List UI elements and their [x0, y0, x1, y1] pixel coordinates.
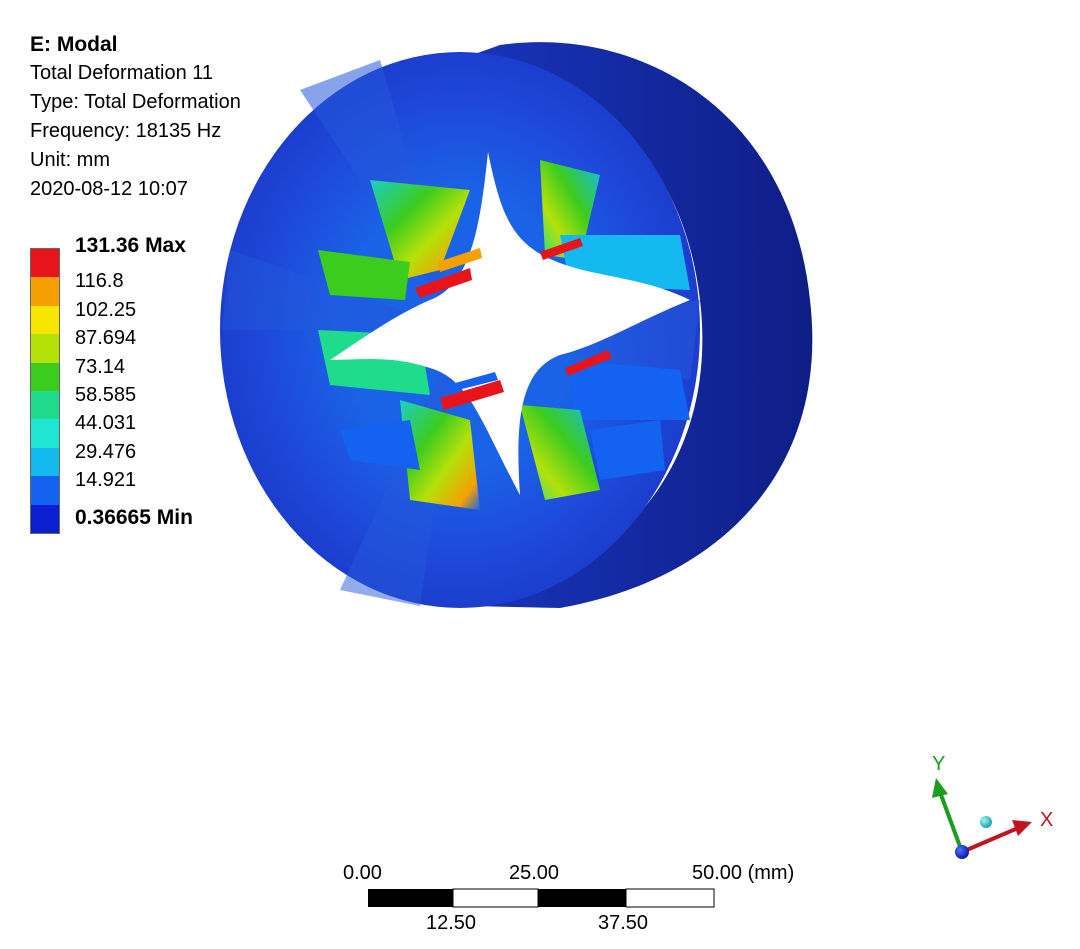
legend-value-label: 116.8: [75, 270, 124, 293]
stator-poles: [318, 160, 690, 510]
legend-swatch: [31, 305, 59, 335]
legend-value-label: 14.921: [75, 469, 137, 492]
scale-label-25: 25.00: [509, 862, 560, 884]
stator-rim: [430, 42, 813, 608]
result-info: E: Modal Total Deformation 11 Type: Tota…: [30, 30, 241, 204]
y-axis-label: Y: [932, 753, 945, 775]
legend-swatch: [31, 390, 59, 420]
legend-swatch: [31, 334, 59, 363]
legend-swatch: [31, 476, 59, 505]
result-timestamp: 2020-08-12 10:07: [30, 178, 188, 200]
legend-swatch: [31, 504, 59, 533]
legend-swatch: [31, 419, 59, 448]
legend-value-label: 44.031: [75, 412, 137, 435]
max-deformation-tips: [415, 238, 612, 410]
result-unit: Unit: mm: [30, 149, 110, 171]
analysis-title: E: Modal: [30, 33, 118, 56]
legend-value-label: 102.25: [75, 298, 137, 321]
rotor-bore: [330, 152, 690, 495]
legend-value-label: 58.585: [75, 384, 137, 406]
result-type: Type: Total Deformation: [30, 91, 241, 113]
legend-value-label: 87.694: [75, 327, 137, 350]
x-axis-line: [961, 826, 1019, 854]
legend-value-label: 131.36 Max: [75, 234, 186, 257]
result-frequency: Frequency: 18135 Hz: [30, 120, 222, 142]
scale-label-37-5: 37.50: [598, 912, 649, 934]
legend-value-label: 0.36665 Min: [75, 506, 193, 529]
legend-color-bar: [30, 248, 60, 534]
view-origin-ball: [980, 816, 992, 828]
x-axis-label: X: [1040, 809, 1053, 831]
legend-value-label: 73.14: [75, 355, 126, 378]
legend-value-label: 29.476: [75, 440, 137, 463]
legend-swatch: [31, 447, 59, 477]
x-axis-arrow: [1012, 820, 1032, 836]
scale-label-0: 0.00: [343, 862, 382, 884]
coordinate-triad[interactable]: Y X: [900, 740, 1070, 870]
z-axis-ball: [955, 845, 969, 859]
y-axis-arrow: [932, 778, 948, 798]
scale-label-50: 50.00 (mm): [692, 862, 795, 884]
legend-swatch: [31, 249, 59, 278]
legend-swatch: [31, 277, 59, 306]
y-axis-line: [938, 791, 964, 853]
legend-swatch: [31, 362, 59, 391]
scale-label-12-5: 12.50: [426, 912, 477, 934]
result-name: Total Deformation 11: [30, 62, 214, 84]
